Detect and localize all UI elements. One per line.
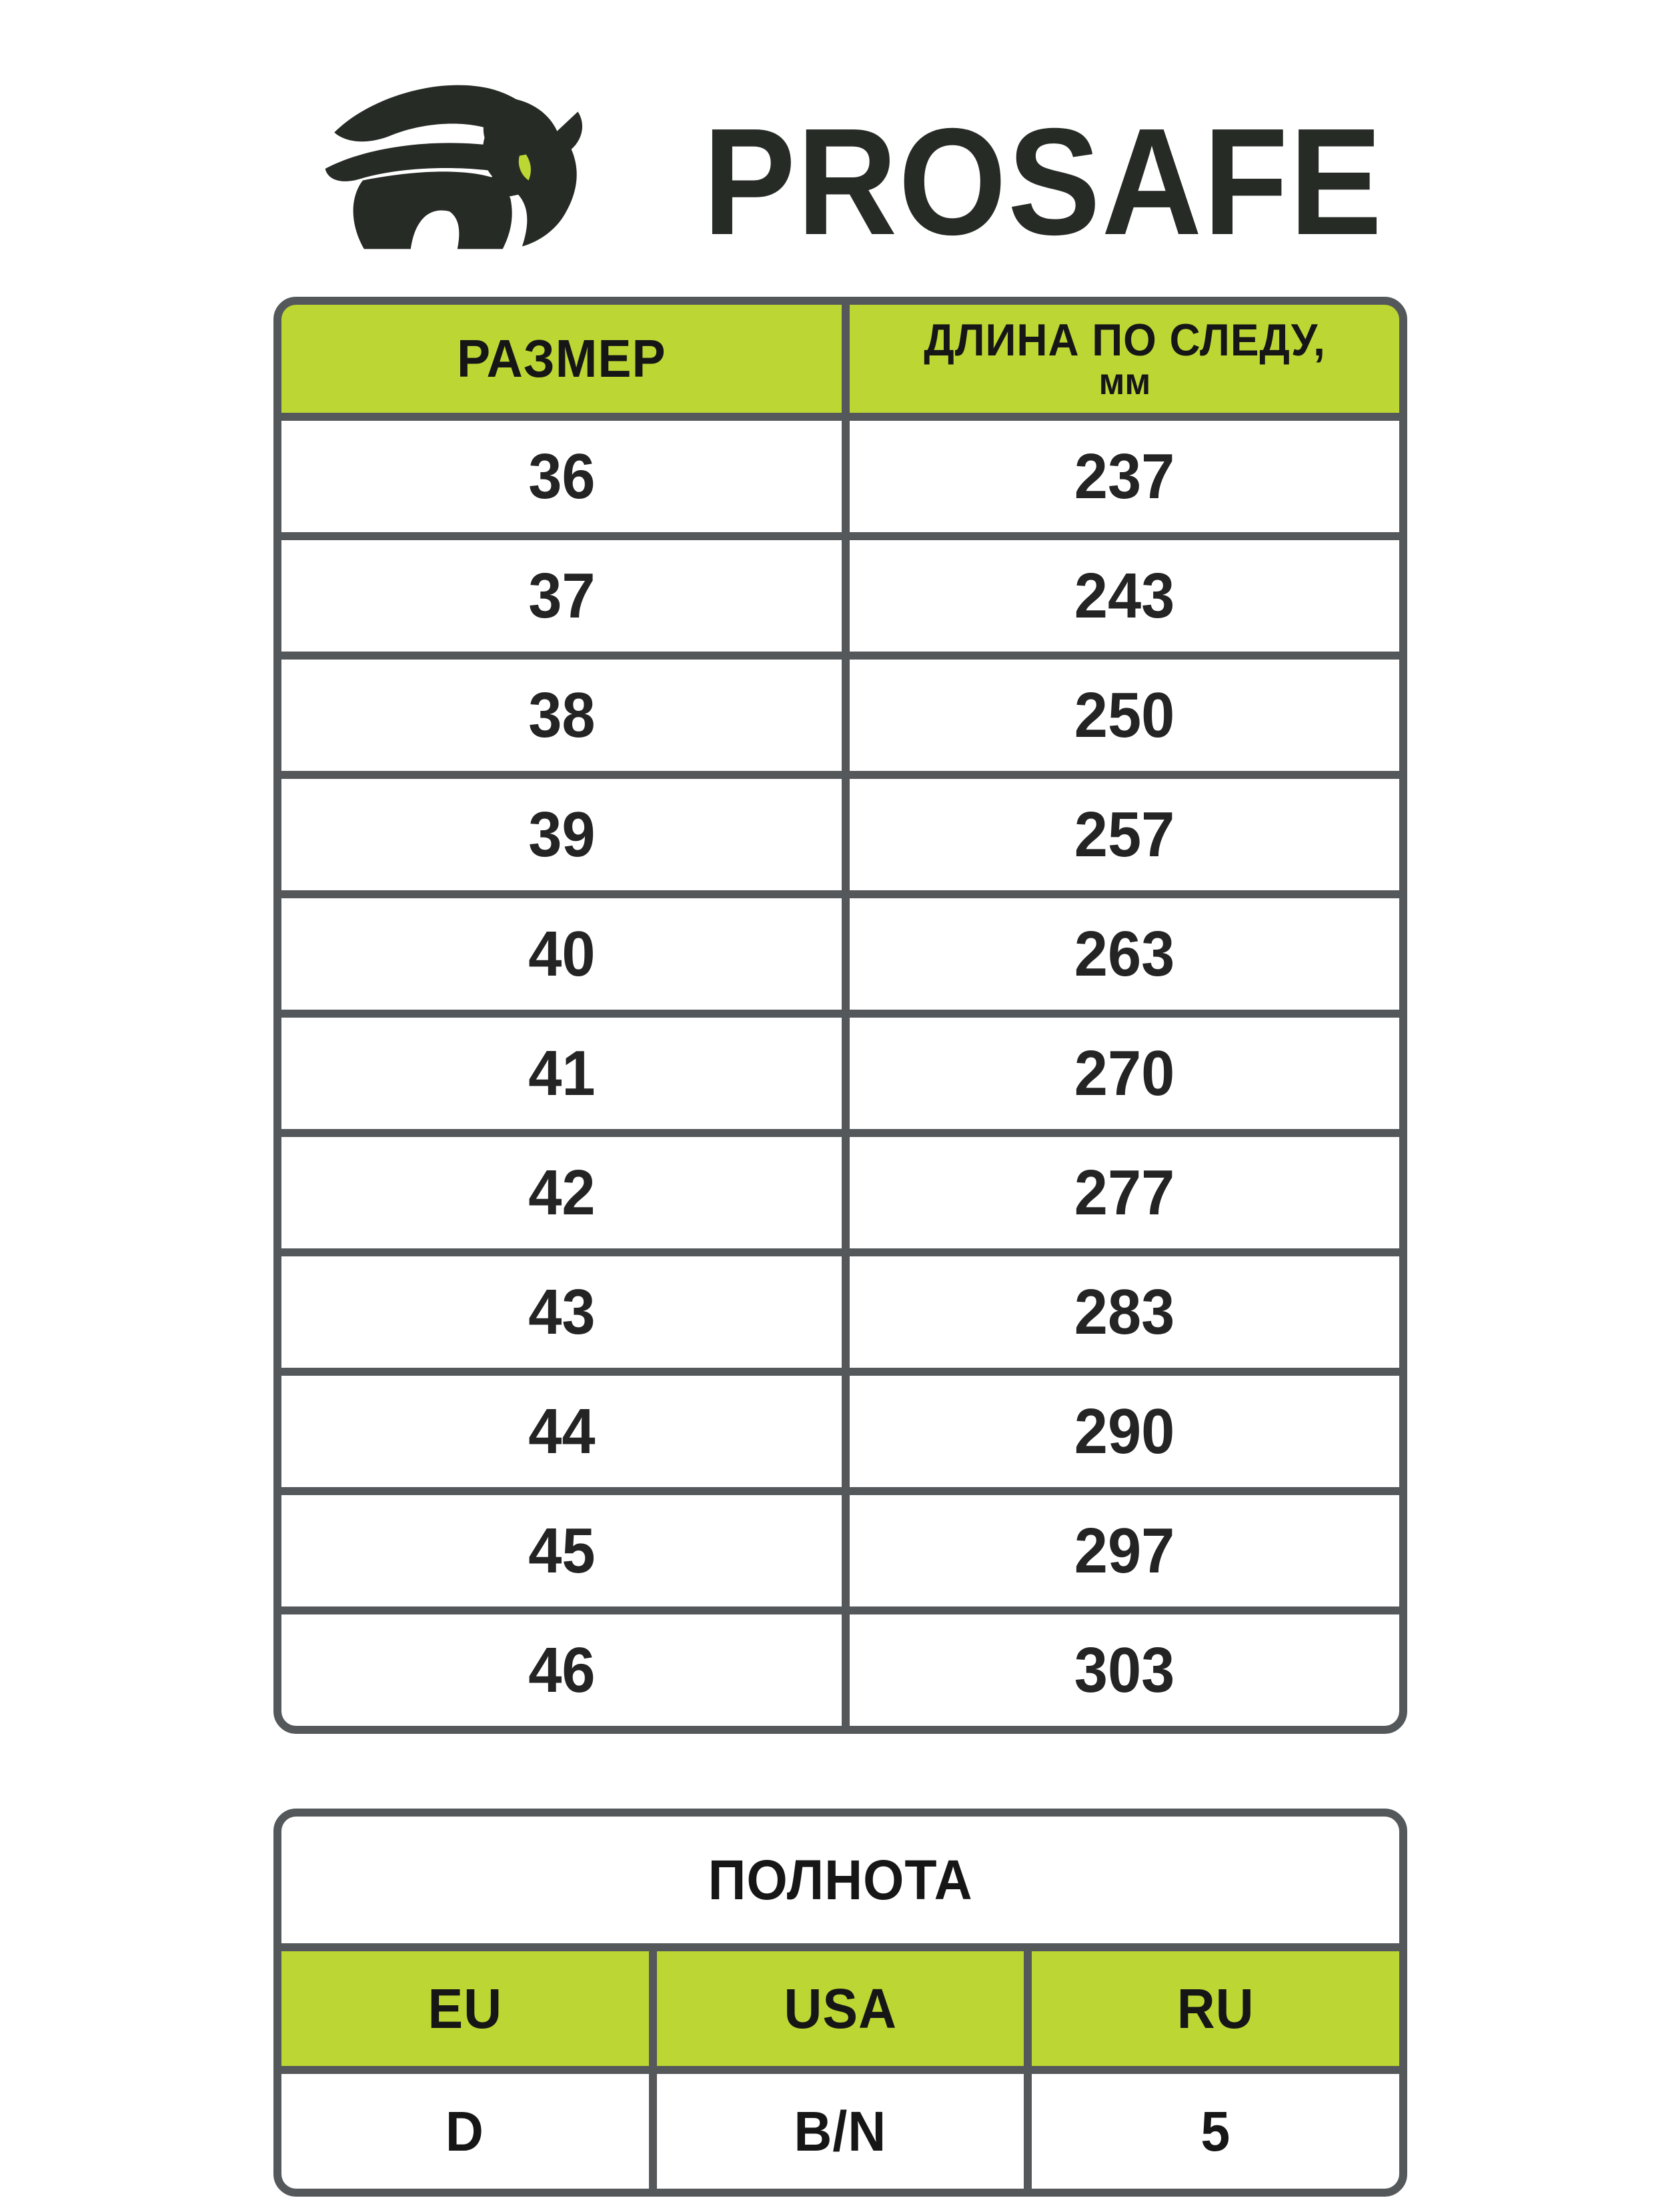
width-header-eu-label: EU (428, 1977, 503, 2040)
width-header-ru: RU (1032, 1951, 1399, 2066)
brand-wordmark: PROSAFE (703, 112, 1383, 249)
length-value: 283 (1074, 1276, 1175, 1348)
width-value-ru: 5 (1032, 2074, 1399, 2189)
size-value: 38 (528, 679, 596, 751)
length-cell: 297 (850, 1495, 1399, 1606)
length-cell: 277 (850, 1137, 1399, 1248)
size-cell: 37 (281, 540, 842, 652)
width-value-eu-label: D (446, 2099, 485, 2163)
width-table-title-cell: ПОЛНОТА (281, 1817, 1399, 1943)
size-value: 41 (528, 1037, 596, 1109)
size-cell: 46 (281, 1614, 842, 1726)
length-value: 243 (1074, 560, 1175, 632)
size-value: 45 (528, 1514, 596, 1586)
length-cell: 303 (850, 1614, 1399, 1726)
size-table-header-size: РАЗМЕР (281, 305, 842, 413)
length-cell: 290 (850, 1376, 1399, 1487)
size-cell: 36 (281, 421, 842, 532)
size-value: 40 (528, 918, 596, 990)
length-cell: 257 (850, 779, 1399, 890)
width-table-title: ПОЛНОТА (708, 1848, 973, 1911)
length-cell: 270 (850, 1018, 1399, 1129)
width-value-usa-label: B/N (794, 2099, 887, 2163)
length-cell: 283 (850, 1256, 1399, 1368)
length-value: 270 (1074, 1037, 1175, 1109)
size-cell: 39 (281, 779, 842, 890)
length-value: 297 (1074, 1514, 1175, 1586)
size-cell: 45 (281, 1495, 842, 1606)
length-header-label: ДЛИНА ПО СЛЕДУ, (923, 315, 1326, 365)
size-header-label: РАЗМЕР (457, 329, 666, 388)
width-header-ru-label: RU (1176, 1977, 1255, 2040)
rhino-icon (325, 85, 583, 249)
size-cell: 41 (281, 1018, 842, 1129)
size-cell: 42 (281, 1137, 842, 1248)
length-value: 237 (1074, 440, 1175, 512)
width-value-ru-label: 5 (1200, 2099, 1231, 2163)
length-value: 250 (1074, 679, 1175, 751)
size-value: 46 (528, 1634, 596, 1706)
length-value: 263 (1074, 918, 1175, 990)
width-value-eu: D (281, 2074, 649, 2189)
size-table-header-length: ДЛИНА ПО СЛЕДУ, мм (850, 305, 1399, 413)
length-cell: 237 (850, 421, 1399, 532)
brand-name: PROSAFE (703, 112, 1383, 249)
size-cell: 38 (281, 660, 842, 771)
rhino-eye (518, 154, 531, 181)
length-cell: 243 (850, 540, 1399, 652)
width-header-eu: EU (281, 1951, 649, 2066)
length-cell: 263 (850, 898, 1399, 1010)
width-header-usa-label: USA (784, 1977, 897, 2040)
length-value: 303 (1074, 1634, 1175, 1706)
length-value: 257 (1074, 798, 1175, 870)
size-value: 36 (528, 440, 596, 512)
width-table: ПОЛНОТА EU USA RU D B/N 5 (273, 1809, 1407, 2197)
width-header-usa: USA (656, 1951, 1024, 2066)
size-value: 43 (528, 1276, 596, 1348)
length-header-unit: мм (1098, 360, 1151, 402)
size-value: 39 (528, 798, 596, 870)
size-value: 37 (528, 560, 596, 632)
size-cell: 44 (281, 1376, 842, 1487)
length-value: 277 (1074, 1156, 1175, 1228)
width-value-usa: B/N (656, 2074, 1024, 2189)
length-cell: 250 (850, 660, 1399, 771)
size-value: 42 (528, 1156, 596, 1228)
size-cell: 43 (281, 1256, 842, 1368)
size-cell: 40 (281, 898, 842, 1010)
length-value: 290 (1074, 1395, 1175, 1467)
size-value: 44 (528, 1395, 596, 1467)
size-table: РАЗМЕР ДЛИНА ПО СЛЕДУ, мм 36 237 37 243 … (273, 297, 1407, 1734)
